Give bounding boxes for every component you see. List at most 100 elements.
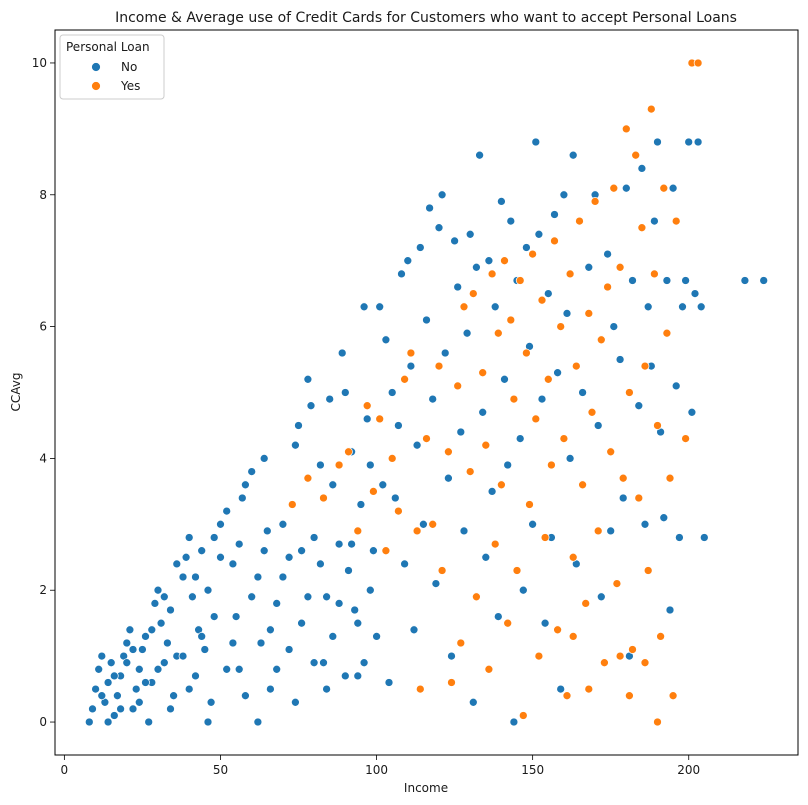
data-point-no xyxy=(671,381,681,391)
data-point-no xyxy=(316,460,325,470)
legend-label-yes: Yes xyxy=(120,79,140,93)
data-point-yes xyxy=(618,473,628,483)
data-point-no xyxy=(515,434,525,443)
data-point-no xyxy=(406,361,416,371)
data-point-no xyxy=(359,302,369,312)
data-point-yes xyxy=(528,249,537,259)
data-point-yes xyxy=(665,473,675,483)
data-point-no xyxy=(740,276,750,285)
data-point-no xyxy=(394,421,403,430)
legend-label-no: No xyxy=(121,60,137,74)
y-axis-label: CCAvg xyxy=(9,373,23,412)
legend: Personal Loan No Yes xyxy=(59,34,165,100)
data-point-yes xyxy=(459,302,469,312)
data-point-no xyxy=(362,414,372,424)
data-point-no xyxy=(216,519,225,529)
data-point-no xyxy=(272,599,282,608)
data-point-yes xyxy=(478,368,488,378)
data-point-no xyxy=(350,605,360,615)
data-point-no xyxy=(472,262,481,272)
data-point-yes xyxy=(631,150,641,160)
data-point-no xyxy=(543,289,553,298)
data-point-no xyxy=(568,150,578,160)
data-point-no xyxy=(609,322,619,331)
data-point-yes xyxy=(621,124,631,134)
data-point-no xyxy=(506,216,516,226)
data-point-no xyxy=(643,302,653,312)
data-point-yes xyxy=(394,506,403,516)
data-point-no xyxy=(675,533,684,542)
y-tick-label: 4 xyxy=(39,451,47,465)
data-point-no xyxy=(659,513,669,523)
data-point-no xyxy=(266,625,275,635)
data-point-no xyxy=(447,651,456,661)
data-point-no xyxy=(481,552,491,562)
data-point-no xyxy=(188,592,197,602)
data-point-no xyxy=(444,473,453,483)
data-point-no xyxy=(84,717,94,727)
data-point-no xyxy=(531,137,541,147)
data-point-no xyxy=(284,645,294,654)
data-point-no xyxy=(653,137,662,147)
data-point-yes xyxy=(447,678,456,687)
data-point-no xyxy=(153,585,163,595)
data-point-yes xyxy=(568,552,578,562)
data-point-no xyxy=(353,618,363,628)
data-point-no xyxy=(412,440,422,450)
data-point-yes xyxy=(559,434,569,443)
data-point-yes xyxy=(609,183,619,193)
data-point-no xyxy=(534,229,544,239)
data-point-no xyxy=(256,638,266,648)
data-point-no xyxy=(593,421,603,430)
data-point-no xyxy=(94,664,104,674)
data-point-no xyxy=(222,664,232,674)
data-point-yes xyxy=(362,401,372,411)
legend-box xyxy=(59,34,165,100)
data-point-no xyxy=(153,664,163,674)
data-point-yes xyxy=(540,533,550,542)
data-point-no xyxy=(247,592,257,602)
y-axis-ticks: 0 2 4 6 8 10 xyxy=(32,56,55,729)
x-tick-label: 200 xyxy=(677,763,700,777)
data-point-no xyxy=(378,480,388,490)
data-point-no xyxy=(359,658,369,668)
data-point-yes xyxy=(428,519,438,529)
data-point-no xyxy=(184,533,194,542)
data-point-yes xyxy=(522,348,531,358)
data-point-no xyxy=(103,717,113,727)
x-axis-label: Income xyxy=(404,781,448,795)
data-point-no xyxy=(309,658,319,668)
data-point-no xyxy=(247,467,257,476)
data-point-no xyxy=(91,684,100,694)
data-point-no xyxy=(484,256,494,266)
data-point-yes xyxy=(406,348,416,358)
data-point-yes xyxy=(543,374,553,384)
data-point-no xyxy=(699,533,709,542)
scatter-points xyxy=(84,58,769,727)
data-point-no xyxy=(234,664,244,674)
data-point-no xyxy=(559,190,569,200)
data-point-no xyxy=(415,243,425,252)
data-point-yes xyxy=(581,599,591,608)
data-point-no xyxy=(184,684,194,694)
data-point-no xyxy=(684,137,694,147)
data-point-no xyxy=(387,388,397,397)
data-point-yes xyxy=(668,691,678,701)
data-point-yes xyxy=(568,632,578,641)
data-point-no xyxy=(419,519,428,529)
data-point-yes xyxy=(578,480,587,490)
data-point-no xyxy=(340,671,350,681)
x-tick-label: 100 xyxy=(365,763,388,777)
data-point-yes xyxy=(693,58,703,68)
data-point-no xyxy=(122,638,132,648)
data-point-yes xyxy=(643,566,653,575)
data-point-yes xyxy=(500,256,509,266)
data-point-no xyxy=(150,599,160,608)
data-point-no xyxy=(322,684,331,694)
data-point-no xyxy=(468,697,478,707)
y-tick-label: 0 xyxy=(39,715,47,729)
data-point-yes xyxy=(415,684,425,694)
data-point-no xyxy=(668,183,678,193)
data-point-no xyxy=(409,625,419,635)
data-point-yes xyxy=(453,381,463,391)
